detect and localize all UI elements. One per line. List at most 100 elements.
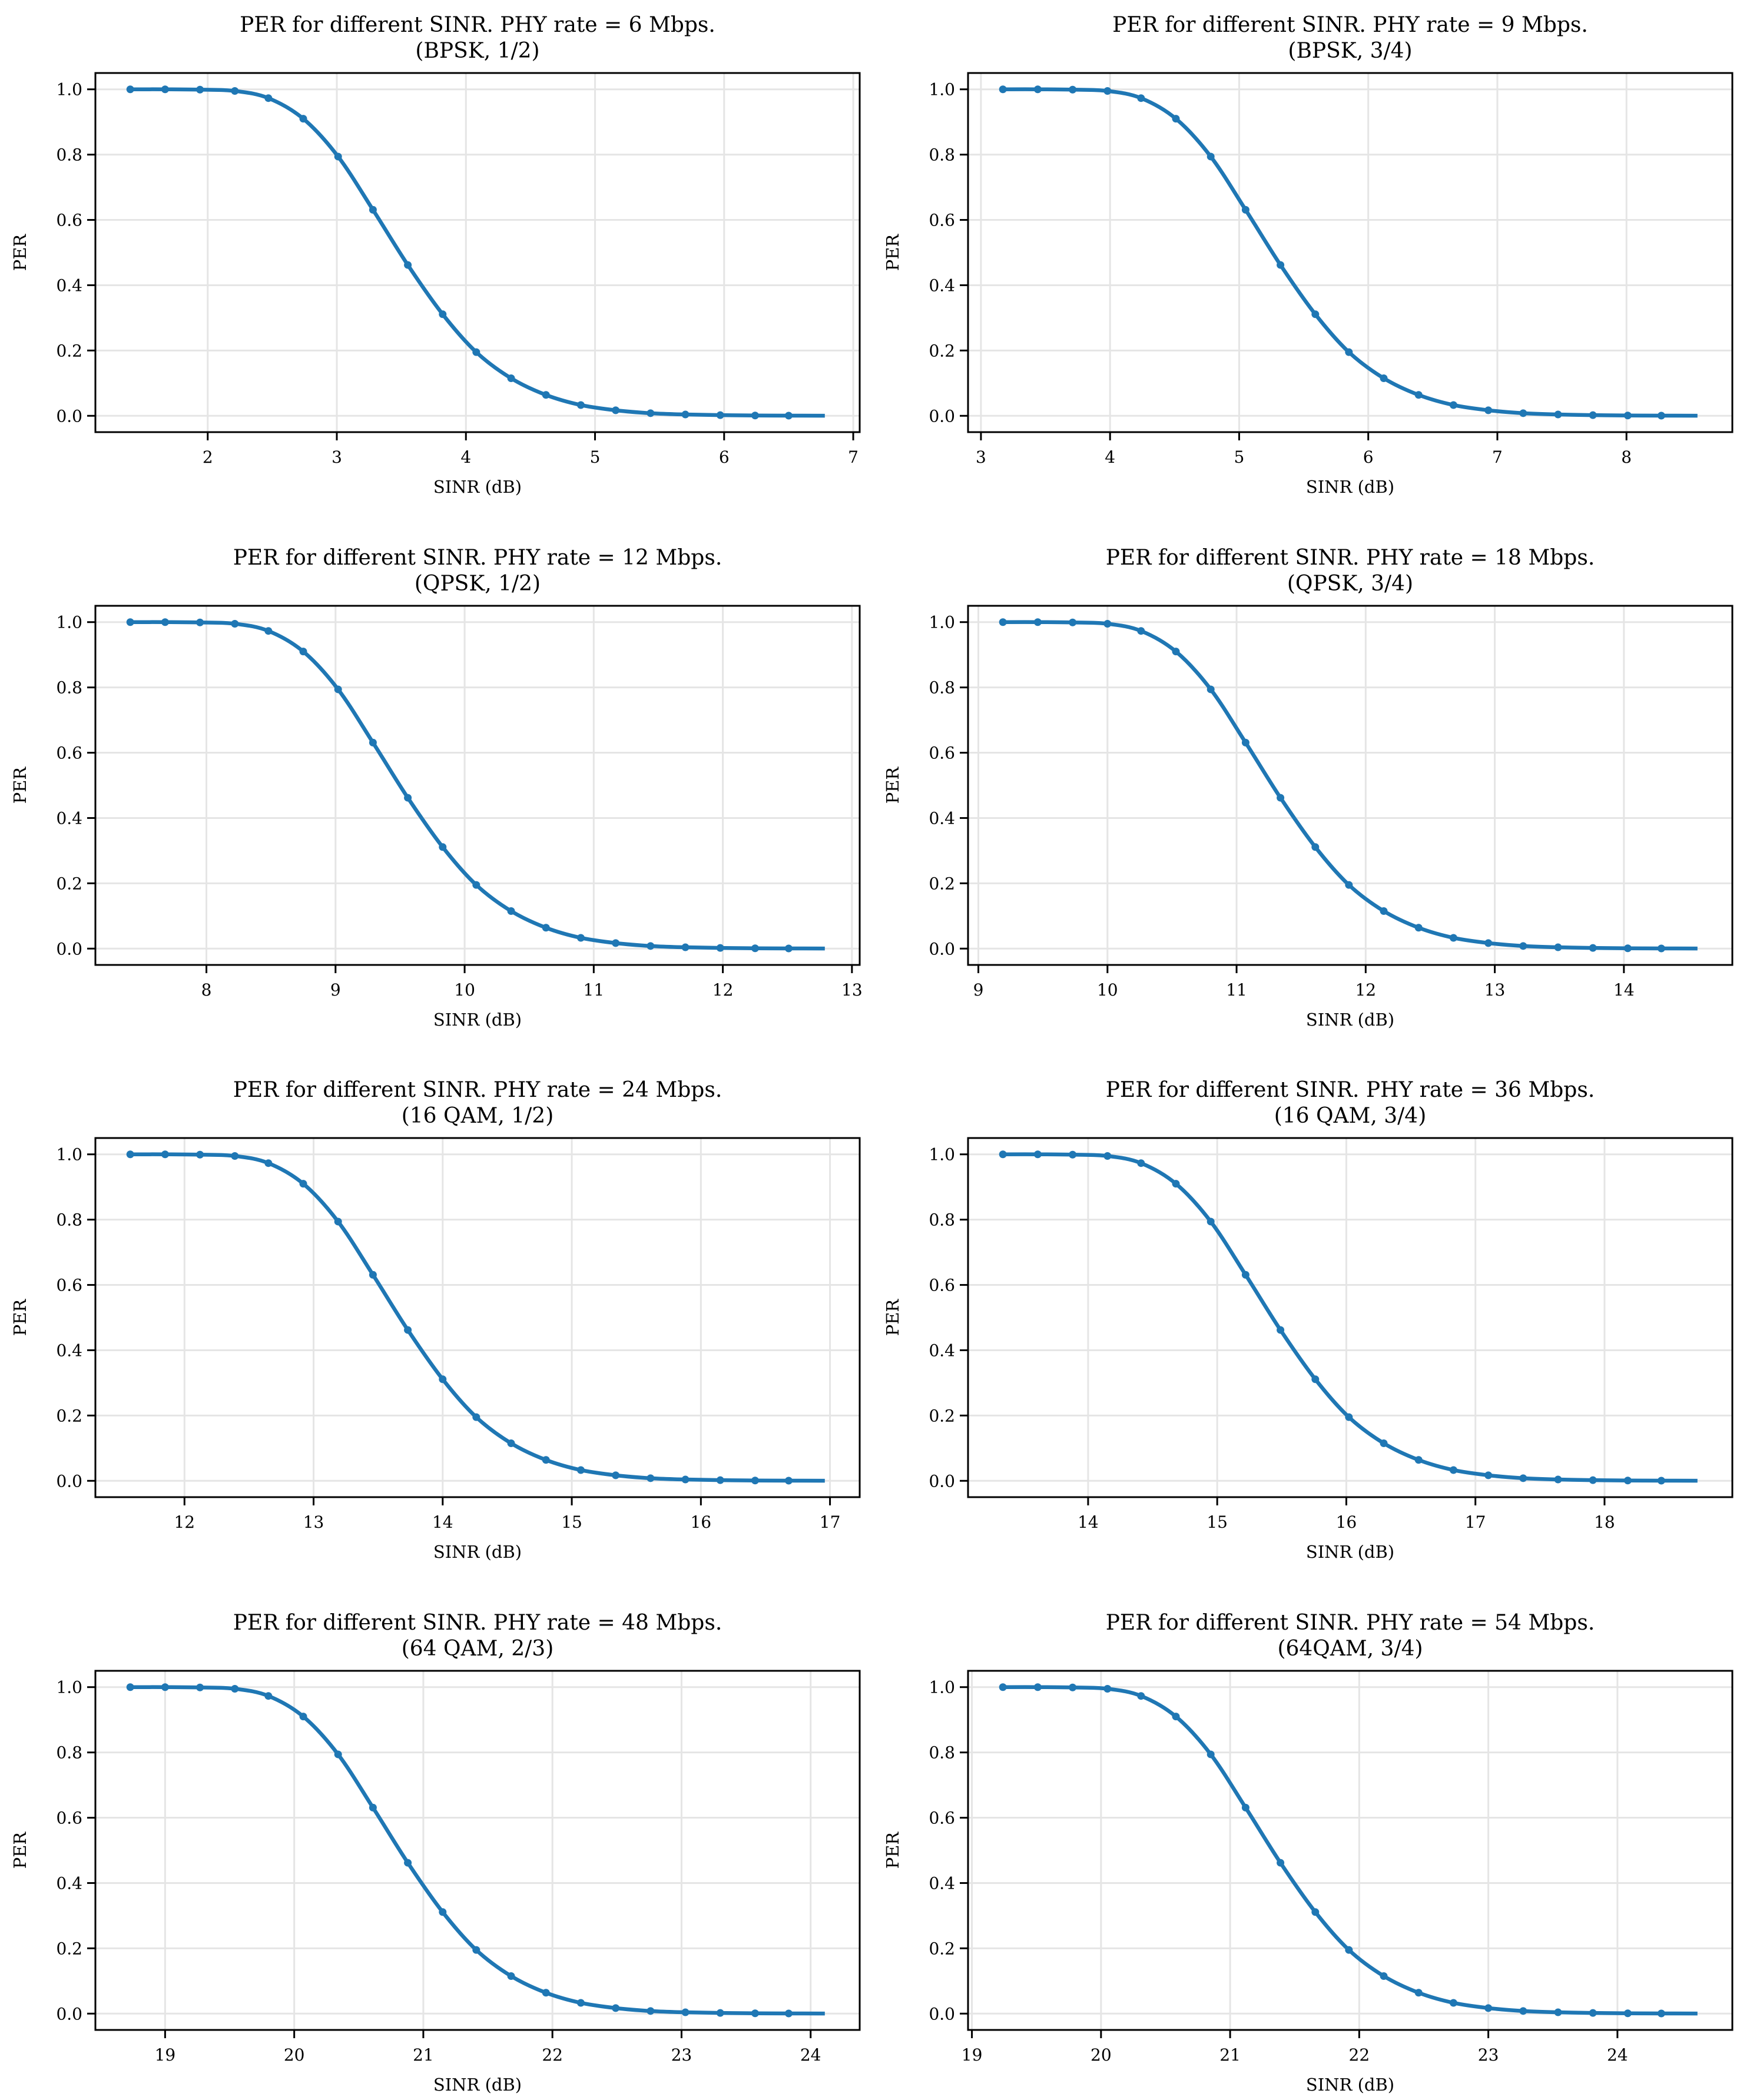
- data-point: [1207, 1217, 1215, 1226]
- x-axis-label: SINR (dB): [1306, 2075, 1394, 2095]
- y-tick-label: 0.0: [929, 2004, 955, 2023]
- per-curve: [1003, 1152, 1698, 1483]
- data-point: [1589, 944, 1597, 952]
- data-point: [1519, 942, 1527, 950]
- x-tick-label: 12: [174, 1512, 195, 1532]
- y-axis-label: PER: [10, 1832, 30, 1869]
- data-point: [472, 1413, 480, 1421]
- data-point: [1484, 1471, 1493, 1479]
- data-point: [612, 1471, 620, 1479]
- y-axis-label: PER: [10, 1299, 30, 1336]
- data-point: [196, 85, 204, 94]
- x-tick-label: 15: [1207, 1512, 1228, 1532]
- data-point: [1103, 1152, 1112, 1160]
- x-tick-label: 14: [1613, 980, 1635, 1000]
- data-point: [784, 412, 793, 420]
- data-point: [1519, 409, 1527, 417]
- data-point: [612, 939, 620, 947]
- y-tick-label: 0.2: [929, 1939, 955, 1958]
- data-point: [404, 1859, 412, 1867]
- data-point: [647, 409, 655, 417]
- data-point: [1137, 94, 1145, 102]
- data-point: [126, 1150, 134, 1159]
- x-tick-label: 19: [155, 2045, 176, 2065]
- data-point: [1623, 2009, 1632, 2018]
- data-point: [1345, 881, 1353, 889]
- data-point: [439, 310, 447, 319]
- x-tick-label: 19: [962, 2045, 983, 2065]
- data-point: [1137, 627, 1145, 635]
- data-point: [999, 1150, 1007, 1159]
- y-tick-label: 0.4: [56, 276, 82, 295]
- data-point: [1414, 391, 1423, 399]
- data-point: [1345, 1946, 1353, 1954]
- x-tick-label: 4: [1105, 447, 1115, 467]
- data-point: [334, 1217, 342, 1226]
- y-tick-label: 0.6: [929, 211, 955, 230]
- x-tick-label: 2: [203, 447, 213, 467]
- y-tick-label: 0.8: [56, 678, 82, 698]
- data-point: [1103, 1685, 1112, 1693]
- data-point: [1589, 411, 1597, 419]
- x-tick-label: 3: [976, 447, 986, 467]
- y-tick-label: 0.2: [56, 1939, 82, 1958]
- data-point: [751, 412, 759, 420]
- x-tick-label: 9: [330, 980, 341, 1000]
- data-point: [1069, 1683, 1077, 1691]
- data-point: [1519, 1474, 1527, 1482]
- data-point: [999, 618, 1007, 626]
- data-point: [1137, 1159, 1145, 1167]
- axes-frame: [967, 72, 1734, 433]
- subplot-8: 19 20 21 22 23 24 0.0 0.2 0.4 0.6 0.8 1.0 SINR (dB) P…: [883, 1611, 1734, 2095]
- y-tick-label: 0.6: [56, 211, 82, 230]
- data-point: [1241, 1270, 1249, 1279]
- data-point: [751, 1477, 759, 1485]
- y-tick-label: 0.4: [929, 1873, 955, 1893]
- subplot-2: 3 4 5 6 7 8 0.0 0.2 0.4 0.6 0.8 1.0 SINR (dB) PER PER …: [883, 13, 1734, 497]
- data-point: [404, 794, 412, 802]
- x-tick-label: 8: [1621, 447, 1632, 467]
- data-point: [1137, 1692, 1145, 1700]
- data-point: [576, 1999, 585, 2007]
- data-point: [576, 401, 585, 409]
- data-point: [161, 1683, 169, 1691]
- y-tick-label: 1.0: [56, 1678, 82, 1697]
- x-tick-label: 5: [1234, 447, 1245, 467]
- data-point: [1277, 261, 1285, 269]
- data-point: [264, 94, 273, 102]
- data-point: [1033, 618, 1042, 626]
- data-point: [1449, 1466, 1457, 1474]
- x-tick-label: 21: [1219, 2045, 1241, 2065]
- data-point: [231, 87, 239, 95]
- y-tick-label: 0.4: [56, 1873, 82, 1893]
- data-point: [751, 2009, 759, 2018]
- y-tick-label: 0.2: [56, 341, 82, 360]
- data-point: [1414, 924, 1423, 932]
- data-point: [1277, 1859, 1285, 1867]
- data-point: [196, 1683, 204, 1691]
- y-tick-label: 0.4: [56, 1341, 82, 1360]
- x-tick-label: 7: [848, 447, 859, 467]
- data-point: [612, 2004, 620, 2012]
- subplot-subtitle: (16 QAM, 1/2): [402, 1104, 554, 1128]
- data-point: [299, 115, 307, 123]
- subplot-1: 2 3 4 5 6 7 0.0 0.2 0.4 0.6 0.8 1.0 SINR (dB) PER PER …: [10, 13, 861, 497]
- data-point: [576, 1466, 585, 1474]
- data-point: [1172, 648, 1180, 656]
- subplot-title: PER for different SINR. PHY rate = 54 Mb…: [1106, 1611, 1595, 1635]
- data-point: [334, 685, 342, 694]
- y-tick-label: 0.2: [929, 1406, 955, 1425]
- x-tick-label: 22: [1349, 2045, 1370, 2065]
- y-tick-label: 0.4: [929, 276, 955, 295]
- y-tick-label: 0.0: [929, 406, 955, 426]
- y-tick-label: 1.0: [56, 613, 82, 632]
- y-tick-label: 0.8: [929, 145, 955, 165]
- subplot-6: 14 15 16 17 18 0.0 0.2 0.4 0.6 0.8 1.0 SINR (dB) PER…: [883, 1078, 1734, 1562]
- x-tick-label: 13: [841, 980, 863, 1000]
- data-point: [507, 907, 515, 915]
- y-tick-label: 1.0: [929, 1678, 955, 1697]
- data-point: [334, 1750, 342, 1759]
- per-curve: [130, 87, 825, 418]
- data-point: [507, 1439, 515, 1447]
- x-tick-label: 6: [1363, 447, 1374, 467]
